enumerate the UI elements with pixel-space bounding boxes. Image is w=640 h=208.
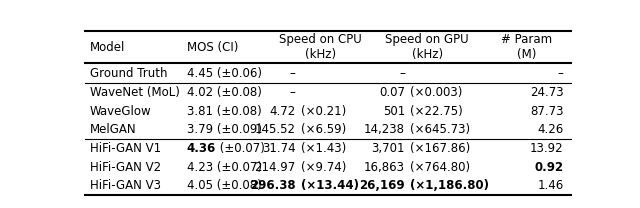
Text: 4.23 (±0.07): 4.23 (±0.07) (187, 161, 262, 174)
Text: (×645.73): (×645.73) (410, 123, 470, 136)
Text: HiFi-GAN V3: HiFi-GAN V3 (90, 179, 161, 192)
Text: 14,238: 14,238 (364, 123, 405, 136)
Text: 0.92: 0.92 (534, 161, 564, 174)
Text: (±0.07): (±0.07) (216, 142, 265, 155)
Text: Model: Model (90, 41, 125, 54)
Text: 4.45 (±0.06): 4.45 (±0.06) (187, 67, 262, 80)
Text: 145.52: 145.52 (255, 123, 296, 136)
Text: 214.97: 214.97 (255, 161, 296, 174)
Text: –: – (290, 67, 296, 80)
Text: 87.73: 87.73 (530, 105, 564, 118)
Text: 1.46: 1.46 (538, 179, 564, 192)
Text: 31.74: 31.74 (262, 142, 296, 155)
Text: 0.07: 0.07 (379, 86, 405, 99)
Text: (×9.74): (×9.74) (301, 161, 346, 174)
Text: 3.81 (±0.08): 3.81 (±0.08) (187, 105, 261, 118)
Text: 16,863: 16,863 (364, 161, 405, 174)
Text: –: – (399, 67, 405, 80)
Text: (×22.75): (×22.75) (410, 105, 463, 118)
Text: (×764.80): (×764.80) (410, 161, 470, 174)
Text: 3.79 (±0.09): 3.79 (±0.09) (187, 123, 262, 136)
Text: Speed on CPU
(kHz): Speed on CPU (kHz) (279, 33, 362, 61)
Text: MelGAN: MelGAN (90, 123, 136, 136)
Text: WaveNet (MoL): WaveNet (MoL) (90, 86, 180, 99)
Text: –: – (557, 67, 564, 80)
Text: 4.26: 4.26 (538, 123, 564, 136)
Text: 3,701: 3,701 (371, 142, 405, 155)
Text: 4.02 (±0.08): 4.02 (±0.08) (187, 86, 262, 99)
Text: Ground Truth: Ground Truth (90, 67, 168, 80)
Text: (×1.43): (×1.43) (301, 142, 346, 155)
Text: (×13.44): (×13.44) (301, 179, 359, 192)
Text: 26,169: 26,169 (359, 179, 405, 192)
Text: (×0.003): (×0.003) (410, 86, 462, 99)
Text: MOS (CI): MOS (CI) (187, 41, 238, 54)
Text: 13.92: 13.92 (530, 142, 564, 155)
Text: (×0.21): (×0.21) (301, 105, 346, 118)
Text: (×167.86): (×167.86) (410, 142, 470, 155)
Text: HiFi-GAN V1: HiFi-GAN V1 (90, 142, 161, 155)
Text: HiFi-GAN V2: HiFi-GAN V2 (90, 161, 161, 174)
Text: 24.73: 24.73 (530, 86, 564, 99)
Text: 501: 501 (383, 105, 405, 118)
Text: 4.36: 4.36 (187, 142, 216, 155)
Text: # Param
(M): # Param (M) (501, 33, 552, 61)
Text: –: – (290, 86, 296, 99)
Text: WaveGlow: WaveGlow (90, 105, 152, 118)
Text: 4.05 (±0.08): 4.05 (±0.08) (187, 179, 261, 192)
Text: 296.38: 296.38 (250, 179, 296, 192)
Text: Speed on GPU
(kHz): Speed on GPU (kHz) (385, 33, 469, 61)
Text: (×6.59): (×6.59) (301, 123, 346, 136)
Text: 4.72: 4.72 (269, 105, 296, 118)
Text: (×1,186.80): (×1,186.80) (410, 179, 489, 192)
